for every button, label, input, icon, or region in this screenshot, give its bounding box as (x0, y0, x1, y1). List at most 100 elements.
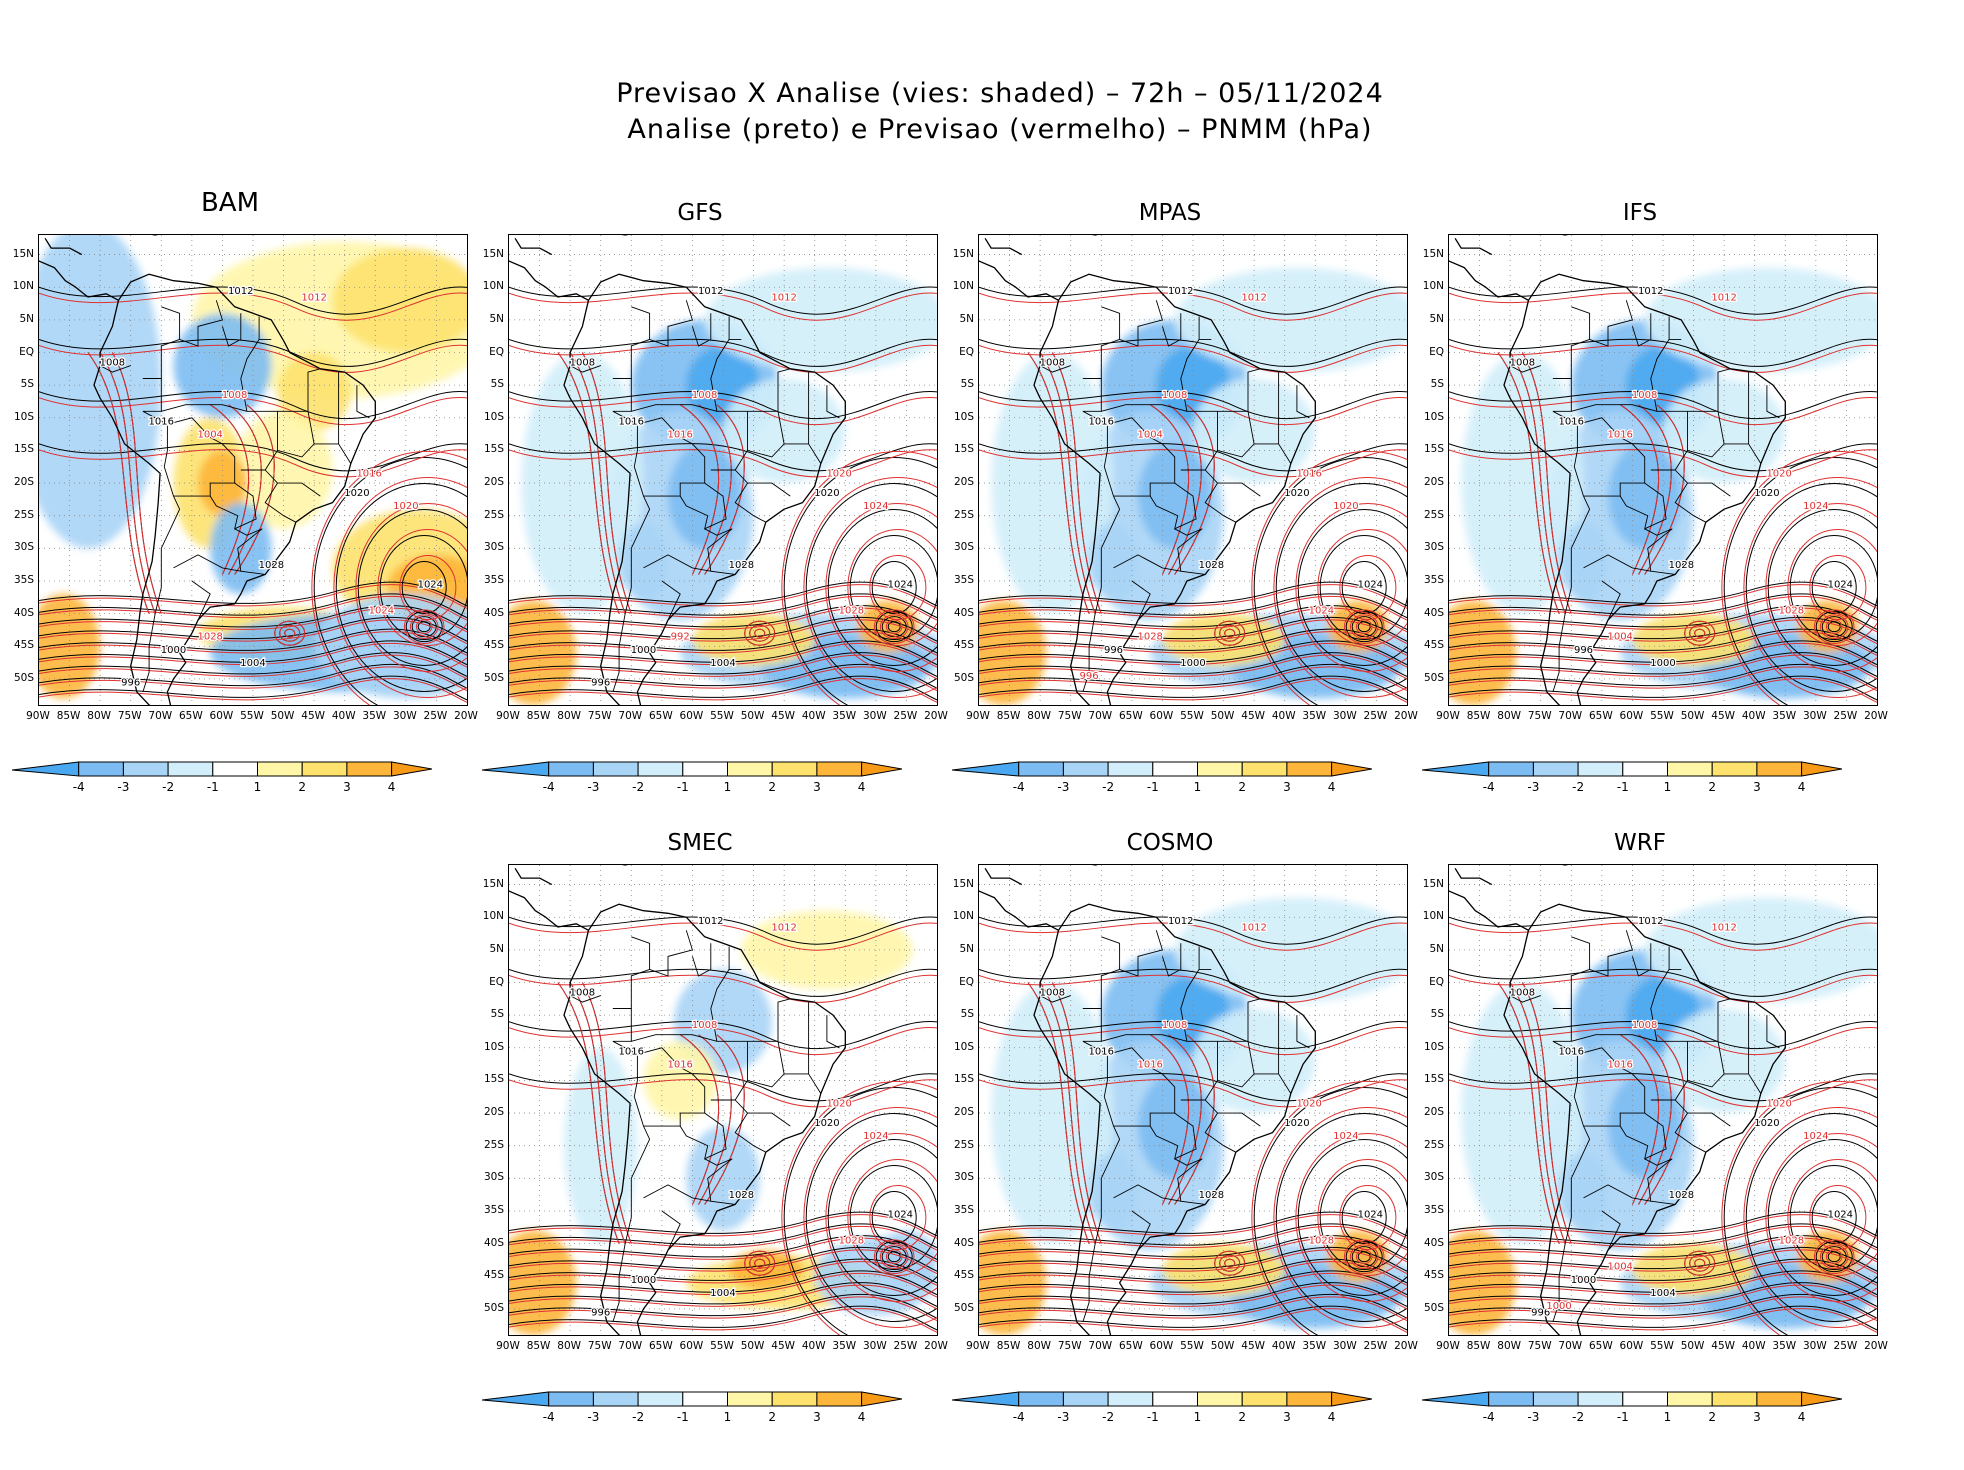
colorbar-segment (1667, 761, 1713, 777)
analysis-isobar-label: 1000 (1650, 658, 1675, 669)
colorbar-label: -1 (1146, 1410, 1159, 1424)
lon-tick-label: 25W (893, 1340, 918, 1352)
isobars (979, 916, 1407, 1335)
colorbar-segment (1197, 761, 1243, 777)
bias-shade-area (991, 352, 1114, 614)
analysis-isobar-label: 1028 (1669, 1190, 1694, 1201)
lon-tick-label: 40W (1271, 710, 1296, 722)
lat-tick-label: 15N (1422, 877, 1444, 890)
colorbar-segment (301, 761, 348, 777)
colorbar-segment (1577, 1391, 1624, 1407)
lon-tick-label: 60W (679, 710, 704, 722)
lat-tick-label: 15N (952, 877, 974, 890)
lat-tick-label: 20S (13, 476, 34, 489)
colorbar-segment (78, 761, 124, 777)
lon-tick-label: 25W (1833, 1340, 1858, 1352)
analysis-isobar-label: 1028 (1199, 1190, 1224, 1201)
bias-shade-area (1559, 1152, 1608, 1231)
lon-tick-label: 75W (1527, 710, 1552, 722)
colorbar-segment (771, 1391, 818, 1407)
lat-tick-label: 5N (959, 312, 974, 325)
colorbar-segment (1241, 761, 1288, 777)
forecast-isobar-label: 1008 (1162, 390, 1187, 401)
colorbar-segment (257, 761, 303, 777)
lat-tick-label: 40S (1423, 1236, 1444, 1249)
colorbar-label: -1 (1146, 780, 1159, 794)
colorbar-arrow-right (1801, 761, 1842, 777)
lat-tick-label: EQ (19, 345, 34, 358)
figure-title: Previsao X Analise (vies: shaded) – 72h … (0, 76, 1964, 148)
lat-tick-label: 30S (13, 541, 34, 554)
analysis-isobar-label: 1012 (1638, 916, 1663, 927)
isobars (39, 286, 467, 705)
lon-tick-label: 40W (1271, 1340, 1296, 1352)
analysis-isobar-label: 1012 (1168, 286, 1193, 297)
lat-tick-label: 45S (483, 1269, 504, 1282)
bias-shade-area (991, 982, 1114, 1244)
lon-tick-label: 75W (117, 710, 142, 722)
colorbar-segment (346, 761, 393, 777)
isobars (979, 286, 1407, 705)
colorbar-label: 4 (1797, 1410, 1806, 1424)
lon-tick-label: 50W (740, 710, 765, 722)
forecast-isobar-label: 1024 (863, 501, 888, 512)
lat-tick-label: 10N (482, 910, 504, 923)
lon-tick-label: 50W (270, 710, 295, 722)
colorbar-segment (771, 761, 818, 777)
forecast-isobar-label: 1024 (1309, 606, 1334, 617)
colorbar-arrow-right (1331, 1391, 1372, 1407)
analysis-isobar-label: 1020 (344, 488, 369, 499)
analysis-isobar-label: 1004 (710, 1288, 735, 1299)
colorbar-segment (122, 761, 169, 777)
forecast-isobar-label: 1012 (1711, 292, 1736, 303)
colorbar-label: -2 (1572, 780, 1585, 794)
colorbar: -4 -3 -2 -1 1 2 3 4 (1422, 1390, 1842, 1430)
colorbar-label: 3 (813, 780, 821, 794)
lon-tick-label: 65W (648, 1340, 673, 1352)
analysis-isobar-label: 1000 (631, 645, 656, 656)
forecast-isobar-label: 1024 (369, 606, 394, 617)
lon-tick-label: 45W (1711, 1340, 1736, 1352)
map-svg: 1012100810161020102410281004100099610121… (509, 235, 937, 705)
colorbar-segment (816, 761, 863, 777)
lat-tick-label: 40S (483, 1236, 504, 1249)
lon-tick-label: 30W (862, 1340, 887, 1352)
lat-tick-label: 50S (483, 671, 504, 684)
lon-tick-label: 30W (1332, 1340, 1357, 1352)
colorbar-label: -3 (1057, 1410, 1070, 1424)
analysis-isobar-label: 1024 (1828, 1210, 1853, 1221)
map-svg: 1012100810161020102410281004100099610121… (1449, 865, 1877, 1335)
title-line-1: Previsao X Analise (vies: shaded) – 72h … (616, 78, 1384, 109)
lon-tick-label: 55W (1650, 710, 1674, 722)
lon-tick-label: 80W (1027, 710, 1052, 722)
colorbar-label: 2 (298, 780, 306, 794)
colorbar-label: 3 (1283, 780, 1291, 794)
forecast-isobar-label: 1000 (1546, 1301, 1571, 1312)
coastlines (1449, 235, 1786, 705)
lat-tick-label: 5N (489, 312, 504, 325)
colorbar-segment (1622, 1391, 1669, 1407)
forecast-isobar-label: 1012 (1711, 922, 1736, 933)
lon-tick-label: 70W (618, 710, 643, 722)
lon-tick-label: 70W (1558, 1340, 1583, 1352)
lon-tick-label: 55W (710, 710, 734, 722)
colorbar-segment (592, 1391, 639, 1407)
lat-tick-label: 45S (1423, 639, 1444, 652)
bias-shade-area (1461, 352, 1584, 614)
colorbar-arrow-left (1422, 761, 1490, 777)
analysis-isobar-label: 1012 (698, 286, 723, 297)
lon-tick-label: 70W (1088, 710, 1113, 722)
forecast-isobar-label: 1020 (1766, 1099, 1791, 1110)
colorbar-svg (1422, 761, 1842, 777)
lon-tick-label: 40W (801, 710, 826, 722)
colorbar-label: -3 (1527, 780, 1540, 794)
analysis-isobar-label: 1000 (1180, 658, 1205, 669)
lat-tick-label: 35S (953, 1203, 974, 1216)
lat-tick-label: 35S (483, 1203, 504, 1216)
bias-shade-area (1461, 982, 1584, 1244)
pressure-map: 1012 1008 1016 1020 1024 1028 1000 996 1012 1008 1… (978, 234, 1408, 706)
lon-tick-label: 65W (648, 710, 673, 722)
lon-tick-label: 45W (301, 710, 326, 722)
lon-tick-label: 70W (618, 1340, 643, 1352)
analysis-isobar-label: 1008 (1510, 358, 1535, 369)
